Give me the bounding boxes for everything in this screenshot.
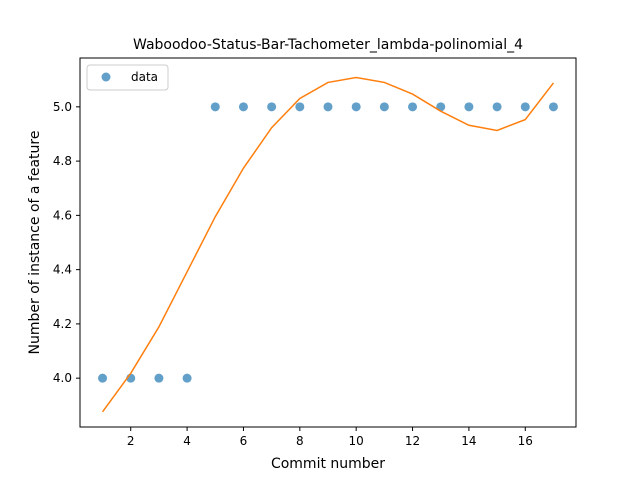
series-layer (98, 76, 558, 413)
data-point (464, 102, 474, 112)
data-point (492, 102, 502, 112)
data-point (238, 102, 248, 112)
data-point (295, 102, 305, 112)
x-tick-label: 10 (349, 434, 364, 448)
x-tick-label: 8 (296, 434, 304, 448)
x-tick-label: 2 (127, 434, 135, 448)
y-tick-label: 4.0 (53, 371, 72, 385)
y-axis-label: Number of instance of a feature (27, 131, 43, 355)
fit-line (101, 76, 555, 413)
x-tick-label: 4 (183, 434, 191, 448)
axes-frame (79, 57, 577, 428)
chart-title: Waboodoo-Status-Bar-Tachometer_lambda-po… (133, 37, 523, 53)
x-tick-label: 12 (405, 434, 420, 448)
y-tick-label: 5.0 (53, 100, 72, 114)
legend: data (86, 64, 169, 91)
plot-area (80, 58, 576, 427)
legend-label: data (131, 70, 158, 84)
x-tick-label: 6 (240, 434, 248, 448)
y-tick-label: 4.2 (53, 317, 72, 331)
data-point (154, 373, 164, 383)
legend-box (86, 64, 169, 91)
data-point (520, 102, 530, 112)
data-point (379, 102, 389, 112)
x-tick-label: 14 (461, 434, 476, 448)
data-point (182, 373, 192, 383)
data-point (267, 102, 277, 112)
x-tick-label: 16 (518, 434, 533, 448)
data-point (408, 102, 418, 112)
axes-layer: 2 4 6 8 10 12 14 16 4.0 4.2 4.4 4.6 4.8 5.0 (53, 57, 577, 448)
data-point (548, 102, 558, 112)
x-axis-label: Commit number (271, 456, 385, 472)
y-tick-label: 4.4 (53, 263, 72, 277)
data-point (210, 102, 220, 112)
y-tick-label: 4.8 (53, 154, 72, 168)
data-point (323, 102, 333, 112)
data-point (351, 102, 361, 112)
legend-marker (101, 72, 111, 82)
data-point (98, 373, 108, 383)
y-tick-label: 4.6 (53, 208, 72, 222)
